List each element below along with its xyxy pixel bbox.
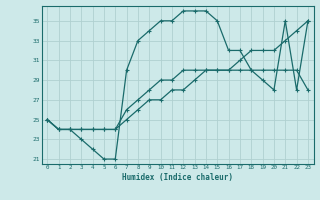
- X-axis label: Humidex (Indice chaleur): Humidex (Indice chaleur): [122, 173, 233, 182]
